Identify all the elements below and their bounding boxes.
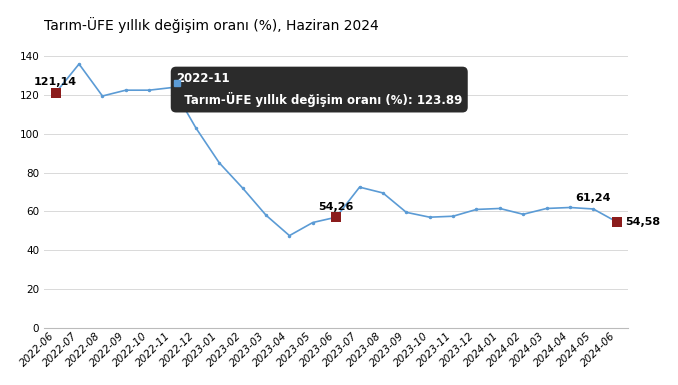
- Text: 54,26: 54,26: [319, 202, 354, 212]
- Text: 61,24: 61,24: [576, 193, 611, 203]
- Text: Tarım-ÜFE yıllık değişim oranı (%), Haziran 2024: Tarım-ÜFE yıllık değişim oranı (%), Hazi…: [44, 17, 379, 33]
- Text: 2022-11
  Tarım-ÜFE yıllık değişim oranı (%): 123.89: 2022-11 Tarım-ÜFE yıllık değişim oranı (…: [176, 72, 462, 107]
- Text: 121,14: 121,14: [34, 77, 77, 87]
- Text: 54,58: 54,58: [625, 217, 660, 227]
